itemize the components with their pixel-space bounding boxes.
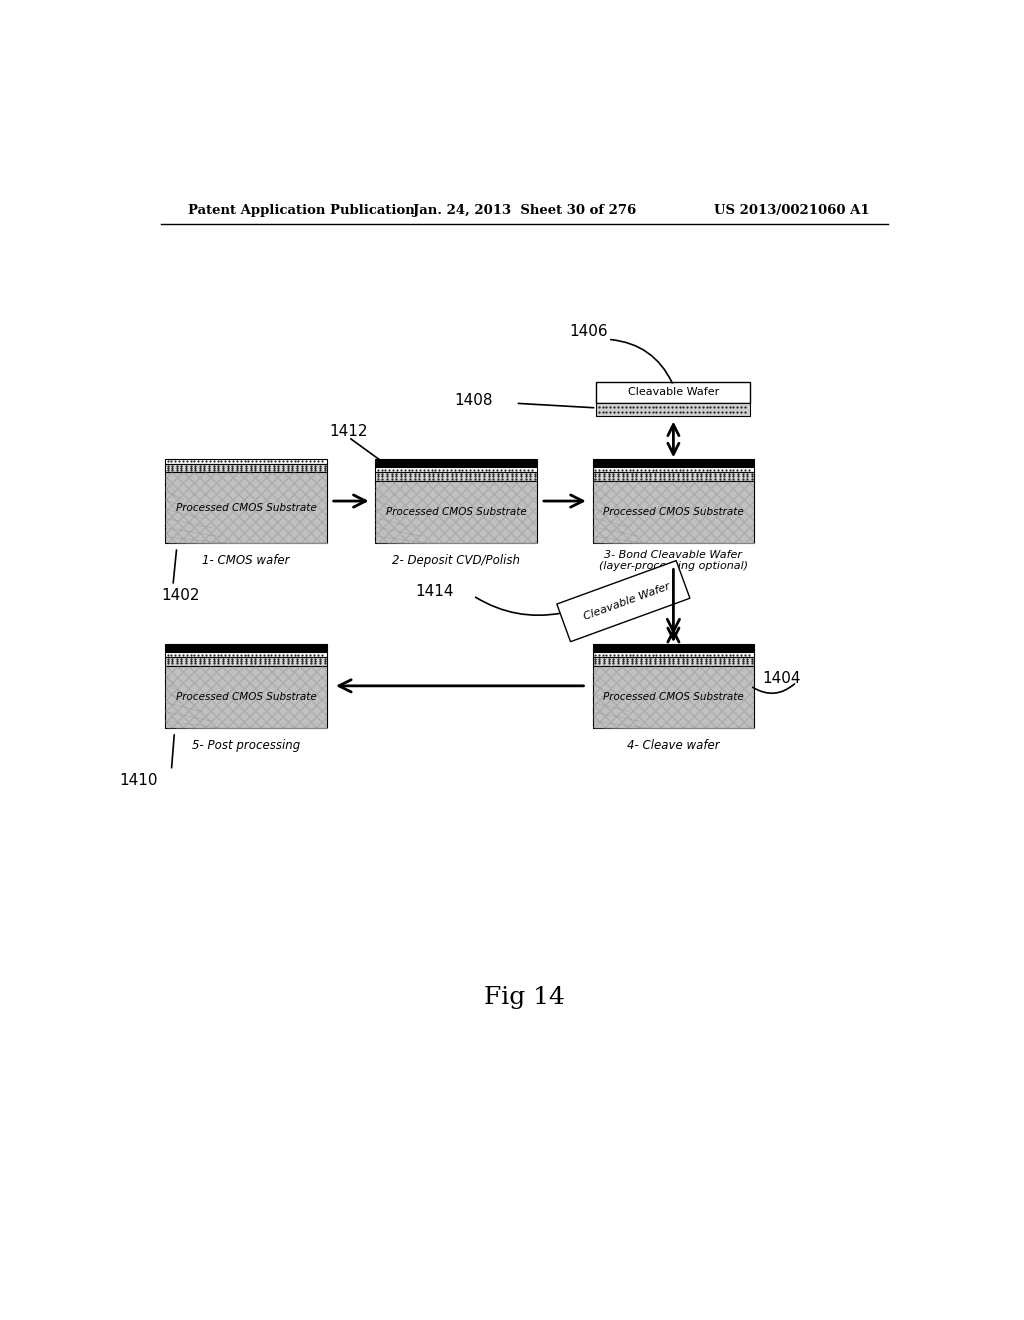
Text: Jan. 24, 2013  Sheet 30 of 276: Jan. 24, 2013 Sheet 30 of 276 — [413, 205, 637, 218]
Bar — [596, 381, 751, 404]
Text: Cleavable Wafer: Cleavable Wafer — [628, 388, 719, 397]
Text: Processed CMOS Substrate: Processed CMOS Substrate — [176, 503, 316, 513]
Text: 4- Cleave wafer: 4- Cleave wafer — [627, 739, 720, 751]
Bar — [376, 459, 538, 467]
Text: 2- Deposit CVD/Polish: 2- Deposit CVD/Polish — [392, 554, 520, 566]
Bar — [376, 480, 538, 544]
Text: Processed CMOS Substrate: Processed CMOS Substrate — [176, 692, 316, 702]
Text: 5- Post processing: 5- Post processing — [191, 739, 300, 751]
Text: Fig 14: Fig 14 — [484, 986, 565, 1010]
Bar — [593, 480, 755, 544]
Bar — [165, 652, 327, 657]
Bar — [593, 467, 755, 473]
Bar — [376, 467, 538, 473]
Text: 1408: 1408 — [454, 393, 493, 408]
Bar — [165, 644, 327, 652]
Bar — [593, 665, 755, 729]
Bar — [165, 459, 327, 463]
Bar — [557, 561, 690, 642]
Text: 3- Bond Cleavable Wafer
(layer-processing optional): 3- Bond Cleavable Wafer (layer-processin… — [599, 549, 748, 572]
Text: Processed CMOS Substrate: Processed CMOS Substrate — [603, 507, 743, 517]
Text: 1404: 1404 — [762, 671, 801, 685]
Bar — [593, 644, 755, 652]
Bar — [165, 473, 327, 544]
Text: US 2013/0021060 A1: US 2013/0021060 A1 — [714, 205, 869, 218]
Bar — [376, 473, 538, 480]
Bar — [596, 404, 751, 416]
Text: 1402: 1402 — [162, 589, 200, 603]
Text: Processed CMOS Substrate: Processed CMOS Substrate — [386, 507, 526, 517]
Text: 1406: 1406 — [569, 325, 608, 339]
Bar — [165, 473, 327, 544]
Text: 1410: 1410 — [119, 774, 158, 788]
Bar — [165, 657, 327, 665]
Bar — [165, 665, 327, 729]
Bar — [376, 480, 538, 544]
Text: 1414: 1414 — [416, 583, 454, 599]
Bar — [593, 480, 755, 544]
Text: Cleavable Wafer: Cleavable Wafer — [583, 581, 672, 622]
Bar — [593, 473, 755, 480]
Text: Patent Application Publication: Patent Application Publication — [188, 205, 415, 218]
Bar — [165, 665, 327, 729]
Bar — [165, 463, 327, 473]
Text: 1412: 1412 — [330, 424, 368, 440]
Text: 1- CMOS wafer: 1- CMOS wafer — [203, 554, 290, 566]
Bar — [593, 657, 755, 665]
Bar — [593, 665, 755, 729]
Bar — [593, 652, 755, 657]
Text: Processed CMOS Substrate: Processed CMOS Substrate — [603, 692, 743, 702]
Bar — [593, 459, 755, 467]
